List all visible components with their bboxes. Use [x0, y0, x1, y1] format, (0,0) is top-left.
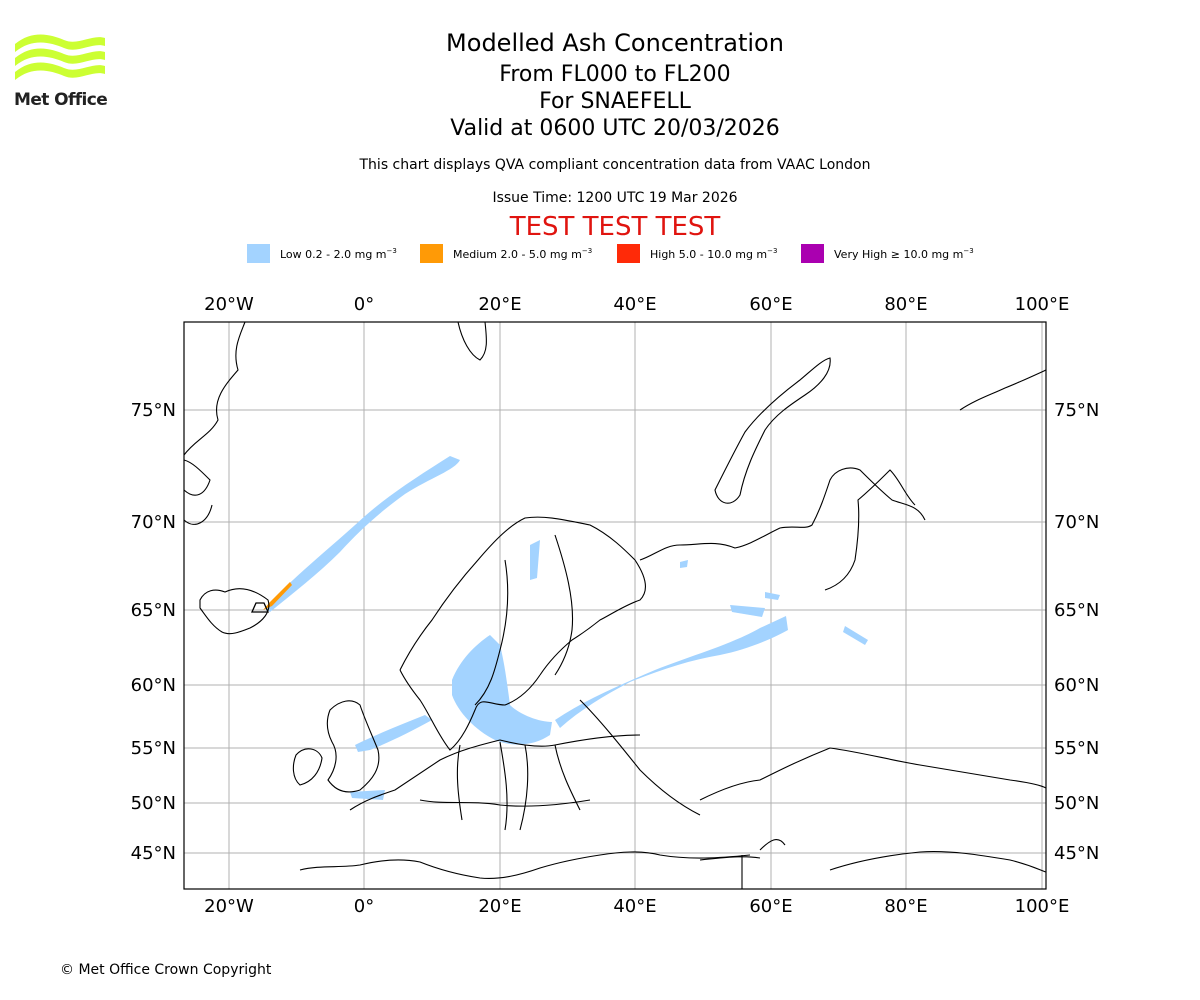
- lon-label: 0°: [354, 294, 374, 315]
- ash-plume-scandinavia: [452, 635, 552, 745]
- compliance-note: This chart displays QVA compliant concen…: [359, 157, 871, 173]
- lat-label: 50°N: [1054, 793, 1099, 814]
- lat-label: 50°N: [131, 793, 176, 814]
- lon-label: 40°E: [613, 294, 656, 315]
- ash-plume-kola: [530, 540, 540, 580]
- lon-label: 60°E: [749, 294, 792, 315]
- lon-label: 40°E: [613, 896, 656, 917]
- ash-patch-white-sea: [680, 560, 688, 568]
- lon-label: 0°: [354, 896, 374, 917]
- copyright-notice: © Met Office Crown Copyright: [60, 962, 272, 978]
- ash-patch-ural: [843, 626, 868, 645]
- lat-label: 65°N: [1054, 600, 1099, 621]
- lat-label: 60°N: [131, 675, 176, 696]
- volcano-name: For SNAEFELL: [539, 89, 691, 114]
- ash-plume-north-atlantic: [265, 456, 460, 612]
- ash-source-medium: [263, 582, 292, 610]
- lon-label: 20°W: [204, 294, 254, 315]
- legend-label-medium: Medium 2.0 - 5.0 mg m−3: [453, 247, 593, 261]
- lon-label: 20°E: [478, 294, 521, 315]
- met-office-logo-icon: [15, 34, 105, 80]
- lon-label: 20°E: [478, 896, 521, 917]
- lat-label: 55°N: [1054, 738, 1099, 759]
- ash-plume-channel: [350, 790, 385, 800]
- lat-label: 70°N: [131, 512, 176, 533]
- volcano-source-marker: [250, 602, 270, 613]
- legend-label-very-high: Very High ≥ 10.0 mg m−3: [834, 247, 974, 261]
- lat-label: 75°N: [1054, 400, 1099, 421]
- lon-label: 100°E: [1015, 294, 1070, 315]
- lon-label: 80°E: [884, 294, 927, 315]
- legend-swatch-very-high: [801, 244, 824, 263]
- lat-label: 55°N: [131, 738, 176, 759]
- legend-swatch-low: [247, 244, 270, 263]
- map-frame: [183, 321, 1047, 890]
- lat-label: 70°N: [1054, 512, 1099, 533]
- valid-time: Valid at 0600 UTC 20/03/2026: [450, 116, 780, 141]
- test-banner: TEST TEST TEST: [509, 212, 721, 242]
- graticule: [184, 322, 1046, 889]
- ash-plume-north-sea: [355, 715, 432, 752]
- ash-patch-small: [765, 592, 780, 600]
- legend-label-low: Low 0.2 - 2.0 mg m−3: [280, 247, 397, 261]
- issue-time: Issue Time: 1200 UTC 19 Mar 2026: [492, 190, 738, 206]
- coastlines: [183, 321, 1047, 889]
- lon-label: 80°E: [884, 896, 927, 917]
- lat-label: 65°N: [131, 600, 176, 621]
- legend-swatch-medium: [420, 244, 443, 263]
- logo-wordmark: Met Office: [14, 90, 108, 110]
- lat-label: 45°N: [1054, 843, 1099, 864]
- lat-label: 75°N: [131, 400, 176, 421]
- lat-label: 60°N: [1054, 675, 1099, 696]
- lon-labels-top: 20°W 0° 20°E 40°E 60°E 80°E 100°E: [204, 294, 1069, 315]
- flight-level-range: From FL000 to FL200: [499, 62, 731, 87]
- lon-label: 20°W: [204, 896, 254, 917]
- lon-labels-bottom: 20°W 0° 20°E 40°E 60°E 80°E 100°E: [204, 896, 1069, 917]
- lon-label: 60°E: [749, 896, 792, 917]
- lon-label: 100°E: [1015, 896, 1070, 917]
- lat-labels-right: 75°N 70°N 65°N 60°N 55°N 50°N 45°N: [1054, 400, 1099, 864]
- ash-patch-barents: [730, 605, 765, 617]
- ash-plume-russia: [555, 616, 788, 728]
- legend-label-high: High 5.0 - 10.0 mg m−3: [650, 247, 778, 261]
- chart-title: Modelled Ash Concentration: [446, 29, 784, 57]
- lat-labels-left: 75°N 70°N 65°N 60°N 55°N 50°N 45°N: [131, 400, 176, 864]
- lat-label: 45°N: [131, 843, 176, 864]
- legend-swatch-high: [617, 244, 640, 263]
- ash-plumes: [265, 456, 868, 800]
